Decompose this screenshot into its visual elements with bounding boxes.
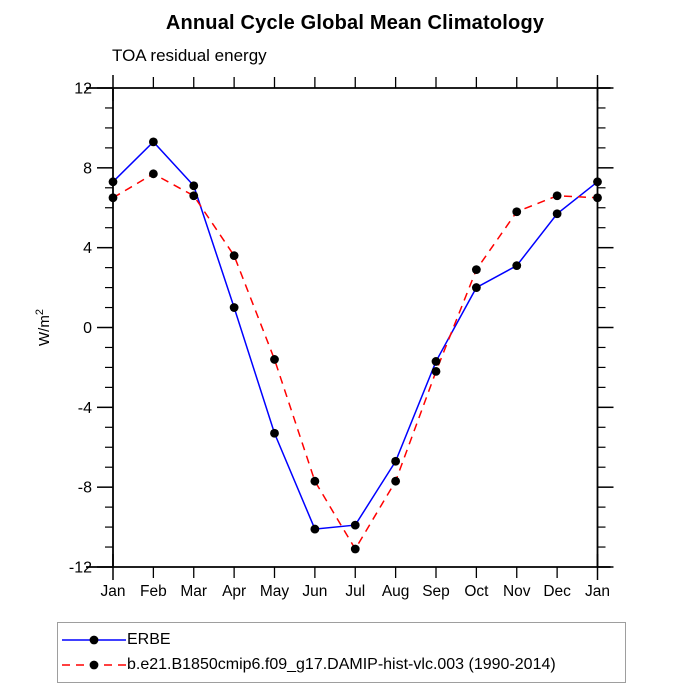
legend-line-sample-dashed: [62, 660, 126, 670]
data-point-marker: [270, 428, 279, 438]
svg-text:8: 8: [83, 160, 92, 177]
svg-text:Feb: Feb: [140, 583, 167, 600]
legend-item-erbe: ERBE: [61, 628, 625, 653]
svg-text:4: 4: [83, 240, 92, 257]
svg-text:Jun: Jun: [302, 583, 327, 600]
data-point-marker: [229, 251, 239, 261]
x-axis-ticks: [112, 75, 599, 580]
data-point-marker: [512, 261, 522, 271]
legend-label-model: b.e21.B1850cmip6.f09_g17.DAMIP-hist-vlc.…: [127, 656, 556, 673]
line-chart-canvas: -12 -8 -4 0 4 8 12 Jan Feb Mar Apr May Jun Jul Aug Sep O…: [34, 75, 614, 600]
data-point-marker: [431, 367, 441, 376]
legend-sample-marker: [89, 660, 99, 670]
data-point-marker: [189, 181, 199, 191]
data-point-marker: [350, 544, 360, 554]
legend-box: ERBE b.e21.B1850cmip6.f09_g17.DAMIP-hist…: [57, 622, 626, 683]
svg-text:Jan: Jan: [585, 583, 610, 600]
svg-text:-12: -12: [69, 560, 92, 577]
legend-label-erbe: ERBE: [127, 631, 171, 648]
svg-text:W/m2: W/m2: [34, 309, 53, 346]
plot-frame: [86, 87, 611, 568]
data-point-marker: [229, 303, 239, 312]
svg-text:Nov: Nov: [503, 583, 531, 600]
svg-text:0: 0: [83, 320, 92, 337]
series-line-model: [112, 172, 598, 551]
data-point-marker: [471, 265, 481, 275]
data-point-marker: [391, 476, 401, 486]
data-point-marker: [310, 476, 320, 486]
svg-text:-4: -4: [78, 400, 92, 417]
data-point-marker: [431, 357, 441, 366]
svg-text:Mar: Mar: [180, 583, 207, 600]
data-point-marker: [108, 177, 118, 187]
data-point-marker: [189, 191, 199, 201]
svg-text:Jul: Jul: [345, 583, 365, 600]
data-point-marker: [350, 520, 360, 530]
data-point-marker: [552, 209, 562, 219]
svg-text:Jan: Jan: [101, 583, 126, 600]
y-axis-ticks: [97, 87, 614, 568]
data-point-marker: [593, 193, 602, 203]
chart-subtitle: TOA residual energy: [112, 46, 267, 65]
data-point-marker: [593, 177, 602, 187]
data-point-marker: [512, 207, 522, 217]
legend-line-sample-solid: [62, 635, 126, 645]
data-point-marker: [391, 456, 401, 466]
data-point-marker: [471, 283, 481, 292]
svg-text:Aug: Aug: [382, 583, 410, 600]
data-point-marker: [108, 193, 118, 203]
series-lines: [112, 140, 598, 551]
legend-item-model: b.e21.B1850cmip6.f09_g17.DAMIP-hist-vlc.…: [61, 653, 625, 678]
svg-text:Apr: Apr: [222, 583, 246, 600]
data-point-marker: [148, 169, 158, 179]
svg-text:Oct: Oct: [464, 583, 489, 600]
y-axis-labels: -12 -8 -4 0 4 8 12: [69, 81, 92, 577]
svg-text:May: May: [260, 583, 290, 600]
svg-text:Sep: Sep: [422, 583, 450, 600]
data-point-marker: [270, 355, 279, 364]
svg-text:-8: -8: [78, 480, 92, 497]
series-markers: [108, 137, 602, 554]
series-line-erbe: [112, 140, 598, 530]
data-point-marker: [148, 137, 158, 147]
svg-text:Dec: Dec: [543, 583, 571, 600]
legend-sample-marker: [89, 635, 99, 645]
data-point-marker: [310, 524, 320, 534]
data-point-marker: [552, 191, 562, 201]
y-axis-title: W/m2: [34, 309, 53, 346]
chart-title: Annual Cycle Global Mean Climatology: [165, 12, 545, 34]
x-axis-labels: Jan Feb Mar Apr May Jun Jul Aug Sep Oct Nov Dec Jan: [101, 583, 611, 600]
svg-text:12: 12: [74, 81, 92, 98]
